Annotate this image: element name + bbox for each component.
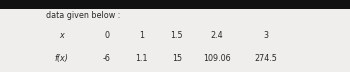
Text: x: x	[59, 31, 64, 40]
Text: 109.06: 109.06	[203, 54, 231, 63]
Text: 1. Construct the interpolating polynomial of degree 4 using divided difference f: 1. Construct the interpolating polynomia…	[46, 0, 350, 20]
Text: 1.1: 1.1	[135, 54, 148, 63]
Text: 274.5: 274.5	[254, 54, 278, 63]
Text: 1.5: 1.5	[170, 31, 183, 40]
Text: -6: -6	[103, 54, 111, 63]
Text: 0: 0	[104, 31, 109, 40]
Text: 1: 1	[139, 31, 144, 40]
Text: 2.4: 2.4	[211, 31, 223, 40]
Text: f(x): f(x)	[54, 54, 68, 63]
Text: 15: 15	[172, 54, 182, 63]
Text: 3: 3	[264, 31, 268, 40]
